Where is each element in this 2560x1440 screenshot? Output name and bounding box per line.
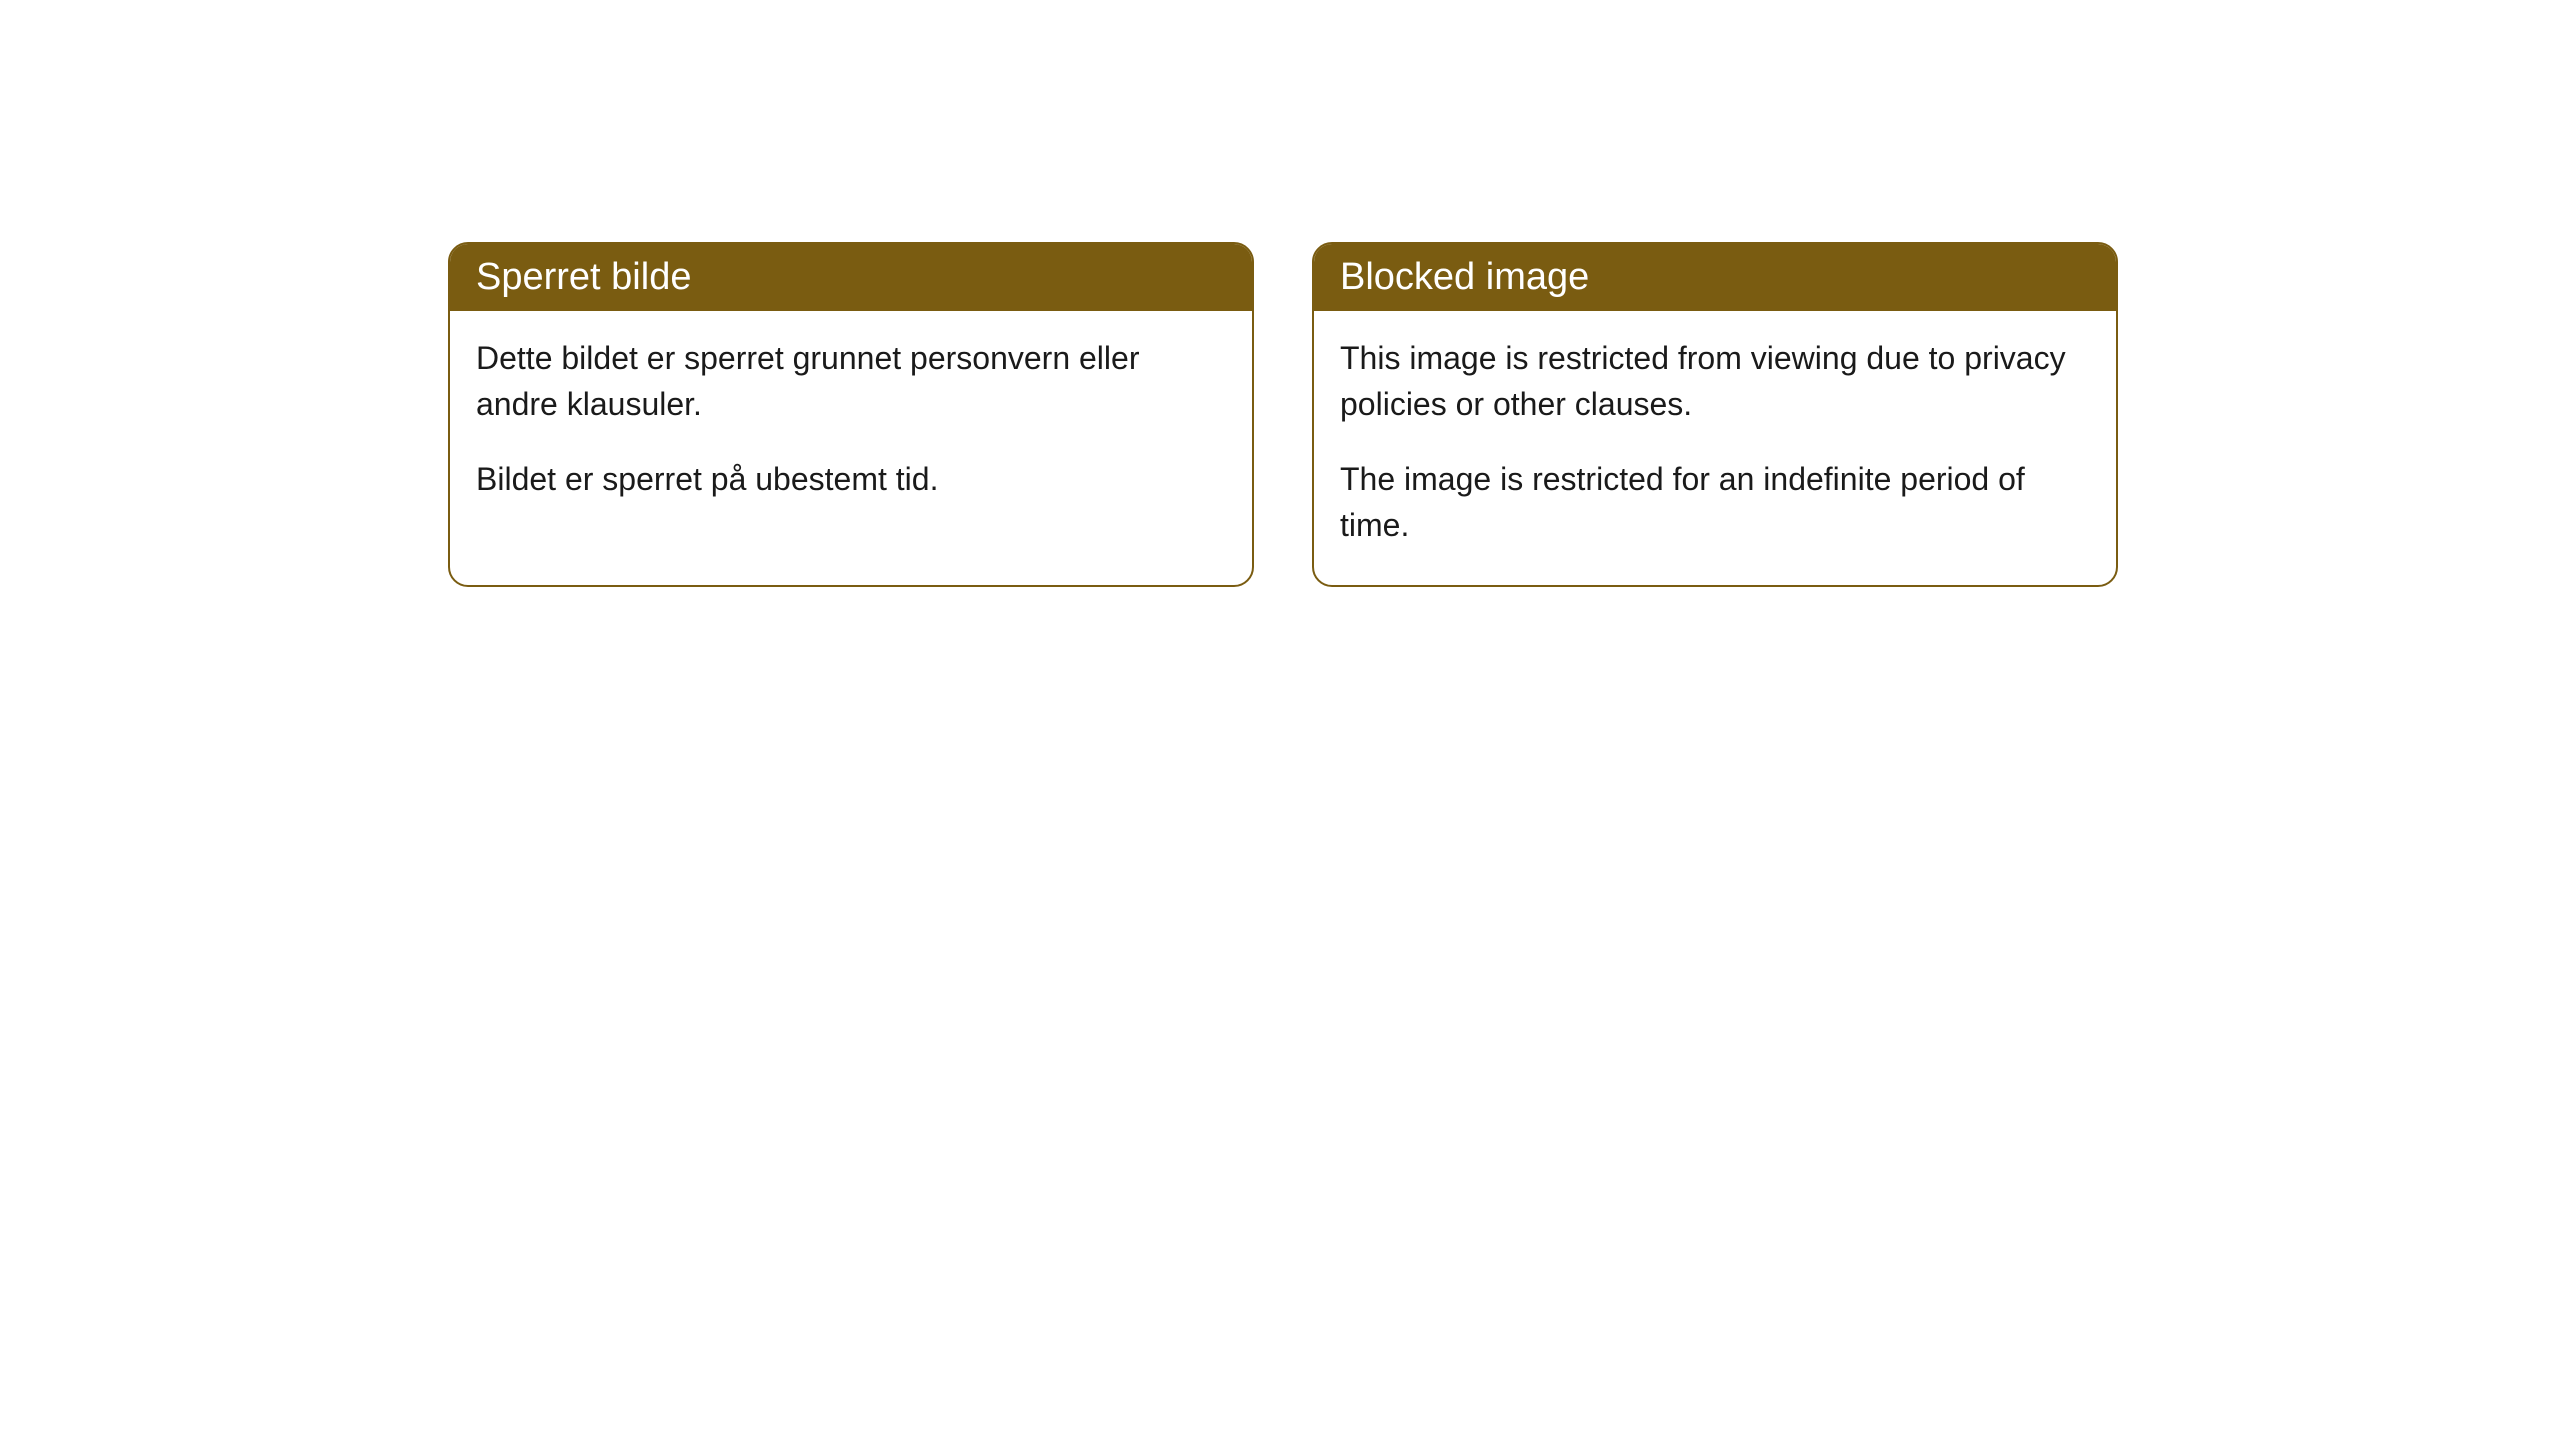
notice-title: Blocked image xyxy=(1340,256,1589,298)
notice-paragraph: Bildet er sperret på ubestemt tid. xyxy=(476,456,1226,502)
notice-title: Sperret bilde xyxy=(476,256,691,298)
notice-header: Blocked image xyxy=(1314,244,2116,311)
notice-container: Sperret bilde Dette bildet er sperret gr… xyxy=(0,0,2560,587)
notice-card-norwegian: Sperret bilde Dette bildet er sperret gr… xyxy=(448,242,1254,587)
notice-paragraph: The image is restricted for an indefinit… xyxy=(1340,456,2090,549)
notice-header: Sperret bilde xyxy=(450,244,1252,311)
notice-body: This image is restricted from viewing du… xyxy=(1314,311,2116,585)
notice-paragraph: Dette bildet er sperret grunnet personve… xyxy=(476,335,1226,428)
notice-body: Dette bildet er sperret grunnet personve… xyxy=(450,311,1252,538)
notice-paragraph: This image is restricted from viewing du… xyxy=(1340,335,2090,428)
notice-card-english: Blocked image This image is restricted f… xyxy=(1312,242,2118,587)
